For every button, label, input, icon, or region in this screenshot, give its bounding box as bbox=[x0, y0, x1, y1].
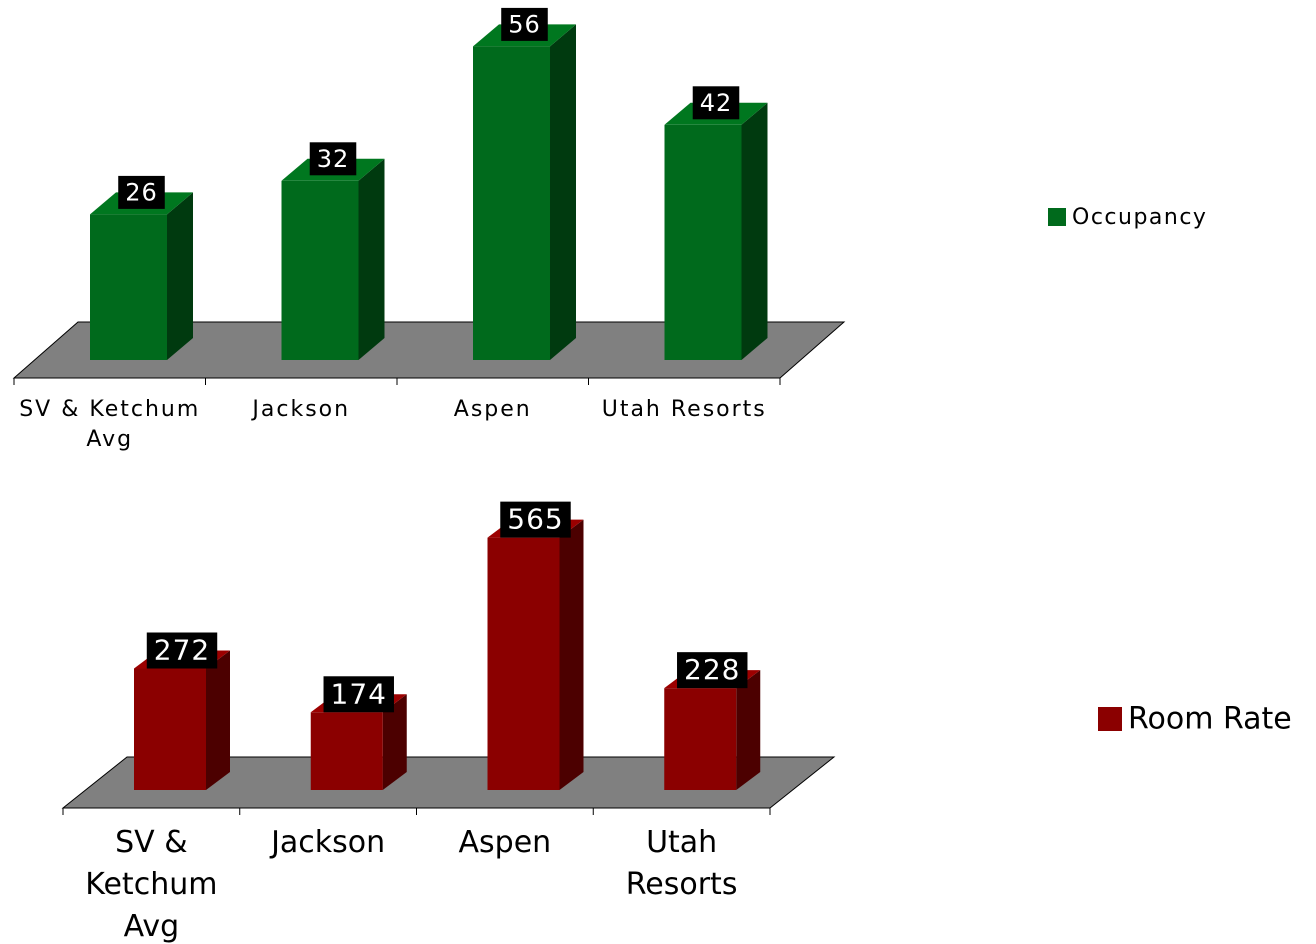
bar-front bbox=[90, 214, 167, 360]
legend-swatch bbox=[1048, 208, 1066, 226]
value-label: 32 bbox=[317, 145, 350, 173]
bar-side bbox=[741, 102, 768, 361]
legend-swatch bbox=[1098, 707, 1122, 731]
value-label-box bbox=[501, 7, 548, 41]
bar-side bbox=[206, 650, 230, 790]
bar-front bbox=[281, 180, 359, 360]
x-tick-label: SV & Ketchum Avg bbox=[85, 825, 218, 944]
bar-front bbox=[664, 688, 737, 790]
bar-side bbox=[382, 694, 407, 790]
value-label-box bbox=[309, 142, 357, 176]
legend-label: Room Rate bbox=[1128, 702, 1292, 737]
bar-side bbox=[550, 24, 576, 361]
value-label: 42 bbox=[700, 89, 733, 117]
bar bbox=[134, 650, 230, 790]
value-label: 26 bbox=[125, 178, 158, 206]
bar bbox=[90, 192, 193, 360]
x-tick-label: SV & Ketchum Avg bbox=[19, 397, 201, 452]
value-label: 228 bbox=[684, 653, 740, 686]
value-label-box bbox=[118, 175, 165, 209]
bar-front bbox=[664, 124, 742, 360]
bar-side bbox=[736, 670, 761, 790]
bar bbox=[281, 158, 385, 360]
bar-front bbox=[134, 668, 206, 790]
bar-front bbox=[310, 712, 383, 790]
x-tick-label: Utah Resorts bbox=[625, 825, 738, 902]
value-label-box bbox=[323, 676, 394, 713]
legend-label: Occupancy bbox=[1072, 205, 1207, 230]
bar bbox=[310, 694, 407, 790]
x-tick-label: Utah Resorts bbox=[601, 397, 767, 422]
bar bbox=[487, 519, 584, 790]
value-label-box bbox=[146, 632, 218, 669]
bar-side bbox=[358, 158, 385, 360]
bar-front bbox=[487, 537, 560, 790]
bar bbox=[664, 102, 768, 361]
value-label: 565 bbox=[507, 503, 563, 536]
value-label-box bbox=[677, 652, 748, 689]
bar-side bbox=[167, 192, 193, 360]
x-tick-label: Jackson bbox=[271, 825, 386, 860]
value-label: 272 bbox=[154, 634, 210, 667]
bar bbox=[473, 24, 576, 361]
value-label-box bbox=[692, 86, 740, 120]
bar-front bbox=[473, 46, 550, 361]
bar-side bbox=[559, 519, 584, 790]
value-label-box bbox=[500, 501, 571, 538]
x-tick-label: Jackson bbox=[252, 397, 351, 422]
value-label: 174 bbox=[331, 677, 387, 710]
x-tick-label: Aspen bbox=[453, 397, 532, 422]
x-tick-label: Aspen bbox=[458, 825, 552, 860]
value-label: 56 bbox=[508, 10, 541, 38]
